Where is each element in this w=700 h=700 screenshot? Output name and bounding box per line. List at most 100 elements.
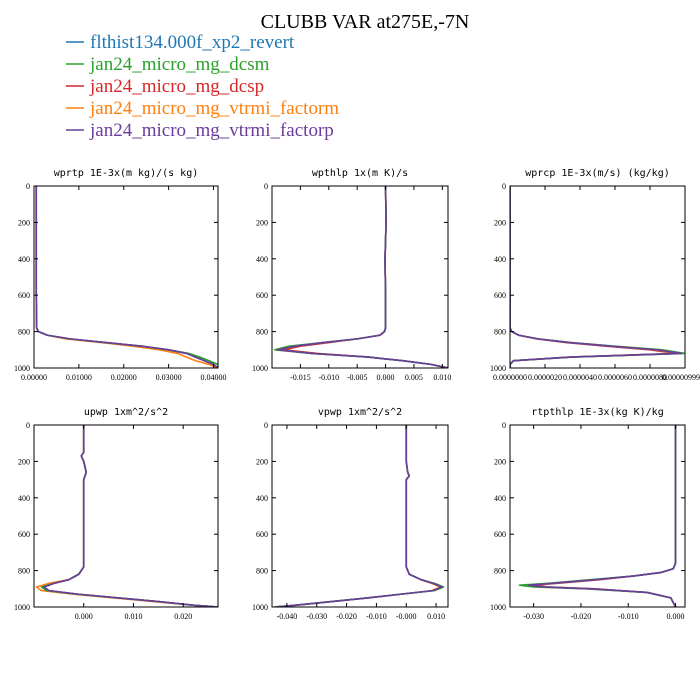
y-tick-label: 800 xyxy=(18,328,30,337)
y-tick-label: 0 xyxy=(26,421,30,430)
x-tick-label: 0.0000060 xyxy=(598,373,632,382)
series-line xyxy=(35,186,218,368)
y-tick-label: 800 xyxy=(494,567,506,576)
x-tick-label: 0.0000000 xyxy=(493,373,527,382)
y-tick-label: 0 xyxy=(26,182,30,191)
y-tick-label: 800 xyxy=(494,328,506,337)
series-line xyxy=(282,186,448,368)
x-tick-label: 0.02000 xyxy=(111,373,137,382)
x-tick-label: 0.010 xyxy=(124,612,142,621)
series-group xyxy=(518,425,677,607)
panel: rtpthlp 1E-3x(kg K)/kg 0 200 400 600 800 1000 -… xyxy=(490,407,686,621)
x-tick-label: -0.030 xyxy=(306,612,327,621)
x-tick-label: 0.0000099999 xyxy=(662,373,700,382)
series-line xyxy=(43,425,218,607)
x-tick-label: 0.01000 xyxy=(66,373,92,382)
series-line xyxy=(276,186,448,368)
y-tick-label: 0 xyxy=(264,182,268,191)
panel-title: vpwp 1xm^2/s^2 xyxy=(318,407,402,418)
figure-title: CLUBB VAR at275E,-7N xyxy=(261,11,470,33)
series-line xyxy=(35,186,218,368)
y-tick-label: 600 xyxy=(256,530,268,539)
y-tick-label: 600 xyxy=(256,291,268,300)
panel-title: wpthlp 1x(m K)/s xyxy=(312,168,408,179)
panel-title: upwp 1xm^2/s^2 xyxy=(84,407,168,418)
panel-title: wprcp 1E-3x(m/s) (kg/kg) xyxy=(525,168,670,179)
legend-label: jan24_micro_mg_vtrmi_factorm xyxy=(89,98,339,119)
y-tick-label: 400 xyxy=(256,255,268,264)
x-tick-label: -0.040 xyxy=(277,612,298,621)
legend-label: jan24_micro_mg_dcsm xyxy=(89,54,270,75)
series-group xyxy=(35,425,218,607)
y-tick-label: 600 xyxy=(18,291,30,300)
x-tick-label: 0.0000040 xyxy=(563,373,597,382)
x-tick-label: 0.000 xyxy=(377,373,395,382)
x-tick-label: 0.005 xyxy=(405,373,423,382)
plot-frame xyxy=(509,185,686,369)
legend-item: jan24_micro_mg_vtrmi_factorp xyxy=(66,120,334,141)
legend-item: flthist134.000f_xp2_revert xyxy=(66,32,295,53)
series-group xyxy=(510,186,685,368)
series-line xyxy=(274,425,442,607)
x-tick-label: -0.020 xyxy=(571,612,592,621)
series-line xyxy=(35,186,218,368)
series-line xyxy=(274,425,443,607)
x-tick-label: -0.010 xyxy=(318,373,339,382)
plot-frame xyxy=(271,185,449,369)
panel: wprcp 1E-3x(m/s) (kg/kg) 0 200 400 600 800 100… xyxy=(490,168,700,382)
y-tick-label: 400 xyxy=(18,255,30,264)
x-tick-label: 0.010 xyxy=(433,373,451,382)
x-tick-label: 0.000 xyxy=(667,612,685,621)
y-tick-label: 1000 xyxy=(252,603,268,612)
series-line xyxy=(528,425,677,607)
y-tick-label: 0 xyxy=(264,421,268,430)
y-tick-label: 800 xyxy=(256,567,268,576)
series-line xyxy=(510,186,683,368)
series-line xyxy=(35,186,218,368)
series-line xyxy=(510,186,685,368)
y-tick-label: 800 xyxy=(256,328,268,337)
series-line xyxy=(276,186,448,368)
legend-label: jan24_micro_mg_vtrmi_factorp xyxy=(89,120,334,141)
panel-title: rtpthlp 1E-3x(kg K)/kg xyxy=(531,407,663,418)
y-tick-label: 200 xyxy=(494,218,506,227)
x-tick-label: 0.010 xyxy=(427,612,445,621)
series-group xyxy=(274,186,448,368)
y-tick-label: 400 xyxy=(256,494,268,503)
x-tick-label: 0.00000 xyxy=(21,373,47,382)
y-tick-label: 200 xyxy=(494,457,506,466)
series-line xyxy=(274,425,443,607)
plot-frame xyxy=(33,185,219,369)
panel: wpthlp 1x(m K)/s 0 200 400 600 800 1000 -0.015-… xyxy=(252,168,451,382)
y-tick-label: 1000 xyxy=(14,603,30,612)
series-line xyxy=(510,186,679,368)
legend-item: jan24_micro_mg_dcsm xyxy=(66,54,270,75)
x-tick-label: 0.020 xyxy=(174,612,192,621)
y-tick-label: 600 xyxy=(494,530,506,539)
series-line xyxy=(276,186,448,368)
y-tick-label: 600 xyxy=(494,291,506,300)
y-tick-label: 200 xyxy=(256,457,268,466)
panel: upwp 1xm^2/s^2 0 200 400 600 800 1000 0.000 0.01… xyxy=(14,407,219,621)
panel: vpwp 1xm^2/s^2 0 200 400 600 800 1000 -0.040 -0.… xyxy=(252,407,449,621)
series-line xyxy=(510,186,678,368)
panel-grid: wprtp 1E-3x(m kg)/(s kg) 0 200 400 600 800 100… xyxy=(14,168,700,621)
y-tick-label: 600 xyxy=(18,530,30,539)
series-line xyxy=(510,186,683,368)
series-line xyxy=(274,186,448,368)
y-tick-label: 800 xyxy=(18,567,30,576)
y-tick-label: 400 xyxy=(494,255,506,264)
y-tick-label: 200 xyxy=(18,457,30,466)
y-tick-label: 1000 xyxy=(252,364,268,373)
legend: flthist134.000f_xp2_revertjan24_micro_mg… xyxy=(66,32,339,141)
y-tick-label: 200 xyxy=(18,218,30,227)
y-tick-label: 1000 xyxy=(490,364,506,373)
y-tick-label: 1000 xyxy=(14,364,30,373)
x-tick-label: 0.000 xyxy=(75,612,93,621)
x-tick-label: -0.020 xyxy=(336,612,357,621)
y-tick-label: 200 xyxy=(256,218,268,227)
x-tick-label: -0.015 xyxy=(290,373,311,382)
panel-title: wprtp 1E-3x(m kg)/(s kg) xyxy=(54,168,199,179)
legend-item: jan24_micro_mg_dcsp xyxy=(66,76,264,97)
